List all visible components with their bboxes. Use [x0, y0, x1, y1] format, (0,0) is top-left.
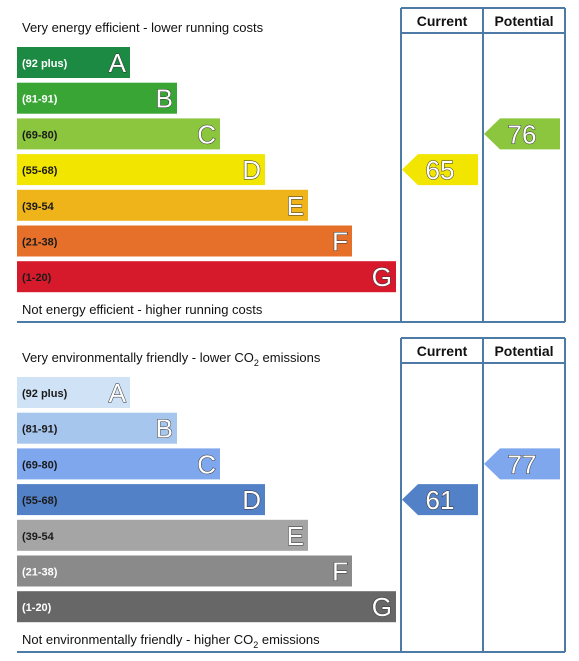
- rating-value: 65: [426, 155, 455, 185]
- band-range: (92 plus): [22, 58, 68, 70]
- band-letter: F: [332, 557, 348, 587]
- band-range: (39-54: [22, 201, 55, 213]
- band-letter: D: [242, 485, 261, 515]
- rating-band: [17, 225, 352, 257]
- rating-value: 76: [508, 119, 537, 149]
- rating-band: [17, 82, 177, 114]
- caption-part: 2: [254, 358, 259, 368]
- column-header: Potential: [494, 13, 553, 29]
- caption-part: emissions: [259, 350, 321, 365]
- caption-part: Very environmentally friendly - lower CO: [22, 350, 254, 365]
- rating-band: [17, 118, 220, 150]
- rating-band: [17, 591, 396, 623]
- rating-band: [17, 484, 265, 516]
- rating-band: [17, 47, 130, 78]
- rating-arrow: [484, 448, 560, 480]
- column-header: Potential: [494, 343, 553, 359]
- band-range: (1-20): [22, 602, 52, 614]
- rating-band: [17, 555, 352, 587]
- panel-caption: Not energy efficient - higher running co…: [22, 302, 263, 317]
- band-range: (1-20): [22, 272, 52, 284]
- column-header: Current: [417, 13, 468, 29]
- caption-part: Not environmentally friendly - higher CO: [22, 632, 253, 647]
- panel-caption: Very energy efficient - lower running co…: [22, 20, 264, 35]
- band-range: (55-68): [22, 495, 58, 507]
- band-letter: B: [156, 414, 173, 444]
- band-letter: C: [197, 449, 216, 479]
- band-range: (21-38): [22, 567, 58, 579]
- band-range: (21-38): [22, 237, 58, 249]
- band-range: (81-91): [22, 94, 58, 106]
- band-letter: D: [242, 155, 261, 185]
- rating-value: 77: [508, 449, 537, 479]
- band-range: (81-91): [22, 424, 58, 436]
- rating-band: [17, 412, 177, 444]
- rating-band: [17, 154, 265, 186]
- caption-part: Very energy efficient - lower running co…: [22, 20, 264, 35]
- panel-caption: Not environmentally friendly - higher CO…: [22, 632, 320, 650]
- band-range: (69-80): [22, 129, 58, 141]
- panel-caption: Very environmentally friendly - lower CO…: [22, 350, 321, 368]
- rating-value: 61: [426, 485, 455, 515]
- band-letter: E: [287, 521, 304, 551]
- rating-band: [17, 189, 308, 221]
- caption-part: Not energy efficient - higher running co…: [22, 302, 263, 317]
- caption-part: emissions: [258, 632, 320, 647]
- band-range: (55-68): [22, 165, 58, 177]
- band-letter: C: [197, 119, 216, 149]
- band-range: (92 plus): [22, 388, 68, 400]
- band-letter: B: [156, 84, 173, 114]
- band-range: (39-54: [22, 531, 55, 543]
- band-letter: G: [372, 592, 392, 622]
- band-letter: F: [332, 227, 348, 257]
- rating-band: [17, 448, 220, 480]
- rating-band: [17, 519, 308, 551]
- rating-arrow: [402, 484, 478, 516]
- rating-arrow: [402, 154, 478, 186]
- band-letter: A: [109, 48, 127, 78]
- rating-arrow: [484, 118, 560, 150]
- band-range: (69-80): [22, 459, 58, 471]
- band-letter: G: [372, 262, 392, 292]
- band-letter: A: [109, 378, 127, 408]
- rating-band: [17, 261, 396, 293]
- rating-band: [17, 377, 130, 408]
- column-header: Current: [417, 343, 468, 359]
- band-letter: E: [287, 191, 304, 221]
- caption-part: 2: [253, 640, 258, 650]
